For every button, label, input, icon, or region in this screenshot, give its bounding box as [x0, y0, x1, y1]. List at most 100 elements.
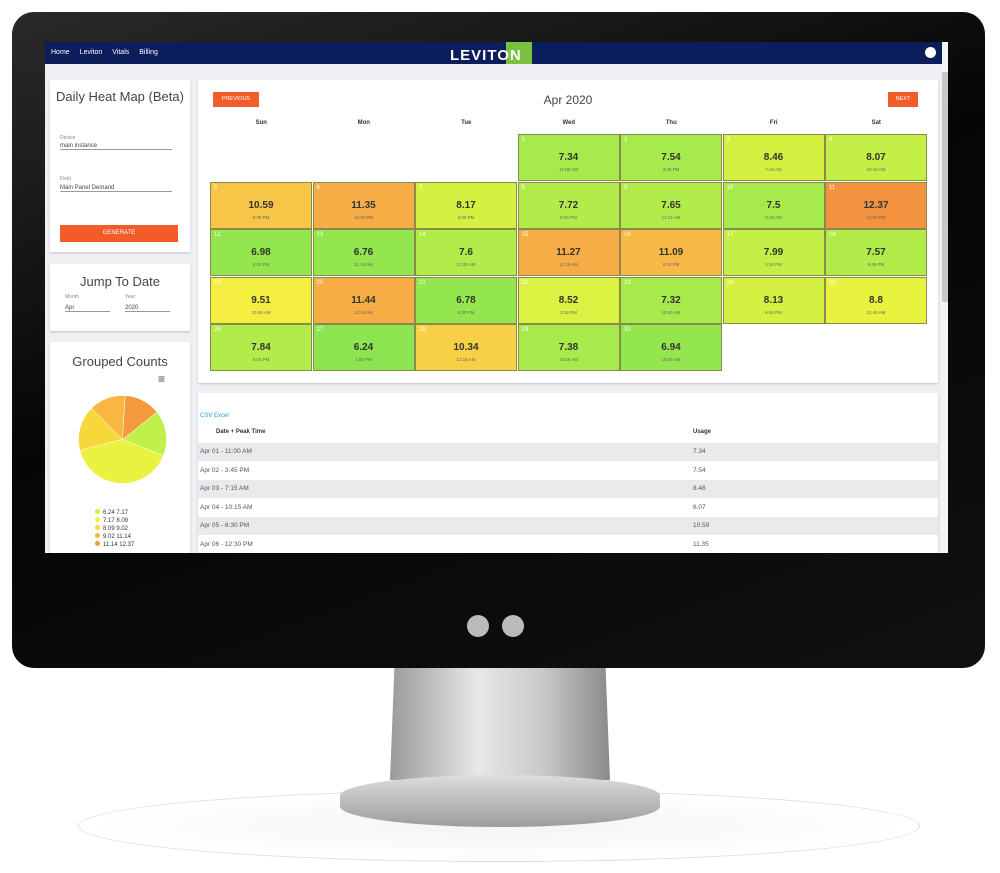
peak-time: 11:15 AM — [559, 262, 578, 267]
next-button[interactable]: NEXT — [888, 92, 918, 107]
day-value: 7.54 — [661, 152, 681, 163]
field-select[interactable]: Main Panel Demand — [60, 185, 172, 192]
table-header: Date + Peak Time — [216, 429, 266, 435]
day-cell[interactable]: 9 7.65 11:15 AM — [620, 181, 722, 229]
day-value: 6.76 — [353, 247, 374, 258]
month-select[interactable]: Apr — [65, 305, 110, 312]
nav-item[interactable]: Vitals — [112, 49, 130, 56]
day-cell[interactable]: 21 6.78 6:30 PM — [415, 276, 517, 324]
pie-legend: 6.24 7.17 7.17 8.09 8.09 9.02 9.02 11.14 11.… — [95, 509, 134, 549]
previous-button[interactable]: PREVIOUS — [213, 92, 259, 107]
legend-swatch — [95, 541, 100, 546]
day-number: 25 — [829, 279, 836, 286]
legend-swatch — [95, 517, 100, 522]
table-row: Apr 06 - 12:30 PM 11.35 — [198, 535, 938, 553]
field-label: Field — [60, 176, 71, 182]
day-cell[interactable]: 10 7.5 9:15 AM — [722, 181, 825, 229]
day-number: 7 — [419, 184, 423, 191]
nav-item[interactable]: Leviton — [79, 49, 103, 56]
day-value: 6.24 — [353, 342, 374, 353]
day-cell[interactable]: 13 6.76 11:15 AM — [312, 229, 415, 276]
day-cell[interactable]: 26 7.84 6:15 PM — [210, 324, 312, 371]
pie-slice — [122, 411, 167, 456]
panel-title: Jump To Date — [80, 274, 160, 289]
day-cell[interactable]: 7 8.17 6:00 PM — [415, 181, 517, 229]
day-cell[interactable]: 20 11.44 12:15 AM — [312, 276, 415, 324]
csv-link[interactable]: CSV — [200, 413, 213, 419]
day-cell[interactable]: 19 9.51 10:45 AM — [210, 276, 312, 324]
generate-button[interactable]: GENERATE — [60, 225, 178, 242]
date-cell: Apr 03 - 7:15 AM — [200, 485, 249, 492]
day-value: 10.59 — [248, 199, 274, 211]
day-cell[interactable]: 29 7.38 10:45 AM — [517, 324, 620, 371]
nav-item[interactable]: Billing — [139, 49, 158, 56]
usage-cell: 11.35 — [693, 540, 709, 548]
peak-time: 10:15 AM — [866, 167, 886, 172]
weekday-label: Fri — [769, 120, 778, 126]
day-cell[interactable]: 24 8.13 6:45 PM — [722, 276, 825, 324]
peak-time: 3:15 PM — [765, 262, 782, 267]
grouped-counts-panel: Grouped Counts ≡ 6.24 7.17 7.17 8.09 8.09 … — [50, 342, 190, 553]
day-cell[interactable]: 5 10.59 6:30 PM — [210, 181, 312, 229]
year-select[interactable]: 2020 — [125, 305, 170, 312]
legend-label: 8.09 9.02 — [103, 526, 129, 532]
nav-item[interactable]: Home — [51, 49, 70, 56]
date-cell: Apr 02 - 3:45 PM — [200, 466, 250, 474]
day-number: 28 — [419, 327, 426, 333]
day-cell[interactable]: 15 11.27 11:15 AM — [517, 229, 620, 276]
day-cell[interactable]: 6 11.35 12:30 PM — [312, 181, 415, 229]
day-cell[interactable]: 17 7.99 3:15 PM — [722, 229, 825, 276]
peak-time: 10:45 AM — [661, 357, 681, 362]
day-cell[interactable]: 27 6.24 1:00 PM — [312, 324, 415, 371]
day-cell[interactable]: 1 7.34 11:00 AM — [517, 134, 620, 181]
day-number: 23 — [624, 279, 631, 286]
day-cell[interactable]: 30 6.94 10:45 AM — [620, 324, 722, 371]
peak-time: 12:30 PM — [353, 214, 374, 220]
peak-time: 11:00 AM — [559, 167, 578, 172]
day-cell[interactable]: 4 8.07 10:15 AM — [825, 134, 927, 181]
field-label: Year — [125, 294, 136, 300]
legend-entry: 7.17 8.09 — [95, 517, 134, 525]
day-cell[interactable]: 12 6.98 6:15 PM — [210, 229, 312, 276]
day-value: 7.34 — [558, 152, 579, 163]
day-value: 7.57 — [866, 247, 886, 258]
day-cell[interactable]: 28 10.34 12:15 AM — [415, 324, 517, 371]
legend-label: 6.24 7.17 — [103, 510, 129, 516]
panel-title: Grouped Counts — [72, 354, 168, 369]
day-value: 7.6 — [459, 247, 473, 258]
legend-swatch — [95, 533, 100, 538]
day-cell[interactable]: 8 7.72 9:45 PM — [517, 181, 620, 229]
day-number: 2 — [624, 137, 628, 143]
peak-time: 12:15 AM — [456, 357, 476, 362]
nav-items: Home Leviton Vitals Billing — [51, 49, 168, 56]
pie-slice — [79, 439, 164, 484]
usage-cell: 7.34 — [693, 448, 706, 455]
day-cell[interactable]: 18 7.57 9:45 PM — [825, 229, 927, 276]
day-value: 11.44 — [351, 294, 376, 306]
weekday-label: Sun — [255, 120, 267, 126]
day-cell[interactable]: 14 7.6 12:45 AM — [415, 229, 517, 276]
day-cell[interactable]: 11 12.37 11:00 PM — [825, 181, 927, 229]
day-cell[interactable]: 16 11.09 9:15 PM — [620, 229, 722, 276]
legend-swatch — [95, 525, 100, 530]
day-number: 12 — [214, 232, 221, 238]
peak-time: 6:30 PM — [252, 214, 270, 220]
table-row: Apr 03 - 7:15 AM 8.46 — [198, 480, 938, 498]
day-cell[interactable]: 2 7.54 3:45 PM — [620, 134, 722, 181]
day-cell[interactable]: 22 8.52 3:15 PM — [517, 276, 620, 324]
day-cell[interactable]: 25 8.8 11:45 AM — [825, 276, 927, 324]
legend-label: 9.02 11.14 — [103, 534, 131, 540]
device-select[interactable]: main instance — [60, 143, 172, 150]
profile-icon[interactable] — [925, 47, 936, 58]
day-number: 8 — [521, 184, 525, 191]
day-cell[interactable]: 3 8.46 7:15 AM — [722, 134, 825, 181]
peak-time: 9:15 AM — [765, 214, 782, 220]
excel-link[interactable]: Excel — [214, 413, 229, 419]
legend-label: 11.14 12.37 — [103, 542, 135, 548]
legend-label: 7.17 8.09 — [103, 518, 129, 524]
legend-entry: 11.14 12.37 — [95, 541, 134, 549]
menu-icon[interactable]: ≡ — [158, 372, 166, 386]
table-row: Apr 05 - 6:30 PM 10.59 — [198, 517, 938, 535]
day-number: 24 — [726, 279, 734, 286]
day-cell[interactable]: 23 7.32 10:45 AM — [620, 276, 722, 324]
